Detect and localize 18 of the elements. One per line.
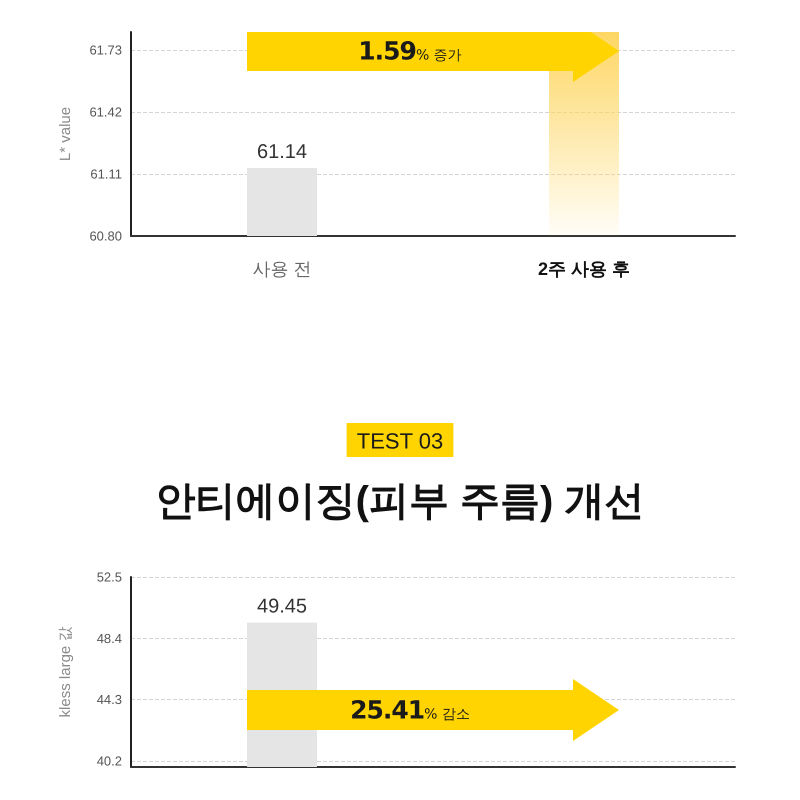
data-label: 49.45 bbox=[256, 596, 308, 618]
y-tick-label: 44.3 bbox=[96, 692, 122, 708]
chart-subtitle: TEST 03 bbox=[356, 428, 444, 454]
y-tick-label: 48.4 bbox=[96, 630, 122, 646]
y-tick-label: 52.5 bbox=[96, 570, 122, 584]
x-tick-label: 2주 사용 후 bbox=[538, 259, 630, 279]
annotation: 25.41% 감소 bbox=[350, 696, 470, 724]
y-tick-label: 61.42 bbox=[89, 104, 122, 120]
y-tick-label: 61.73 bbox=[89, 42, 122, 58]
x-tick-label: 사용 전 bbox=[252, 259, 312, 279]
y-axis-title: kless large 값 bbox=[57, 626, 74, 718]
chart-title: 안티에이징(피부 주름) 개선 bbox=[156, 479, 644, 523]
y-tick-label: 60.80 bbox=[89, 228, 122, 244]
annotation: 1.59% 증가 bbox=[358, 36, 462, 66]
y-tick-label: 61.11 bbox=[90, 166, 122, 182]
data-label: 61.14 bbox=[256, 141, 308, 163]
y-tick-label: 40.2 bbox=[96, 754, 122, 769]
y-axis-title: L* value bbox=[57, 106, 74, 162]
